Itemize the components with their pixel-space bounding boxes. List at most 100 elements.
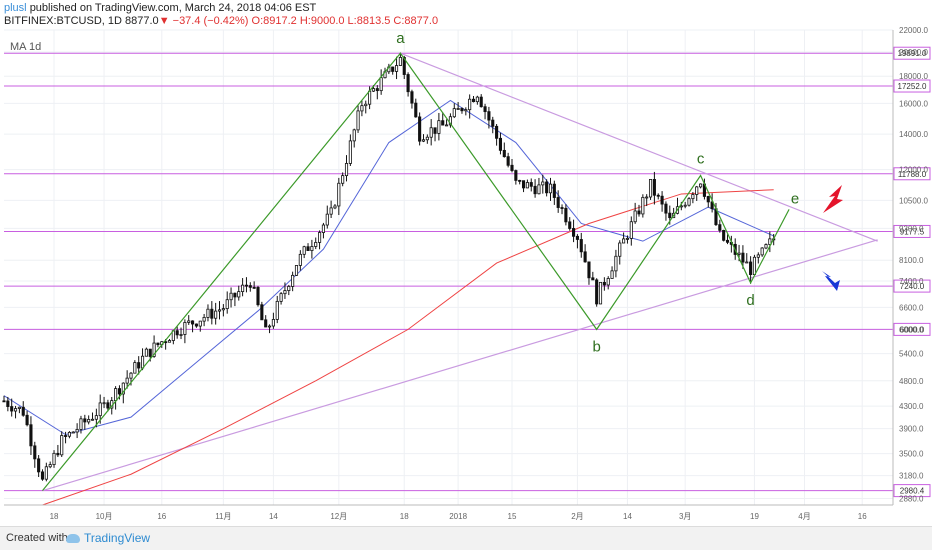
candle-body	[760, 247, 764, 256]
candle-body	[252, 286, 256, 289]
candle-body	[633, 210, 637, 223]
candle-body	[6, 400, 10, 407]
candle-body	[610, 270, 614, 279]
symbol-line: BITFINEX:BTCUSD, 1D 8877.0▼ −37.4 (−0.42…	[4, 15, 894, 28]
candle-body	[437, 120, 441, 134]
candle-body	[33, 445, 37, 460]
candle-body	[598, 281, 603, 305]
candle-body	[460, 108, 464, 112]
time-tick-label: 14	[623, 512, 632, 521]
candle-body	[214, 310, 218, 319]
candle-body	[398, 57, 402, 66]
candle-body	[768, 238, 772, 245]
price-tick-label: 2880.0	[899, 495, 924, 504]
candle-body	[564, 207, 568, 223]
candle-body	[745, 261, 749, 264]
candle-body	[425, 136, 429, 141]
time-tick-label: 16	[858, 512, 867, 521]
candle-body	[117, 388, 122, 395]
candle-body	[441, 120, 445, 126]
candle-body	[21, 406, 25, 416]
candle-body	[348, 140, 352, 164]
publish-line: plusl published on TradingView.com, Marc…	[4, 2, 894, 15]
price-tick-label: 18000.0	[899, 72, 928, 81]
level-badge	[893, 279, 931, 293]
down-arrow-icon	[822, 271, 840, 291]
candle-body	[683, 204, 687, 207]
level-badge	[893, 224, 931, 238]
time-tick-label: 15	[508, 512, 517, 521]
level-badge-label: 19891.0	[898, 49, 927, 58]
candle-body	[321, 224, 325, 233]
price-tick-label: 7400.0	[899, 277, 924, 286]
ma-blue-line	[3, 99, 774, 436]
time-tick-label: 12月	[330, 512, 347, 521]
trendline	[400, 52, 878, 242]
level-badge-label: 9177.5	[900, 227, 925, 236]
candle-body	[114, 388, 118, 401]
candle-body	[429, 127, 433, 138]
candle-body	[737, 252, 741, 255]
candle-body	[483, 106, 487, 113]
tradingview-logo[interactable]: TradingView	[66, 531, 150, 545]
candle-body	[710, 201, 714, 210]
candle-body	[233, 292, 237, 298]
candle-body	[560, 207, 564, 209]
candle-body	[668, 212, 672, 219]
level-badge-label: 6000.0	[900, 325, 925, 334]
candle-body	[602, 281, 606, 286]
candle-body	[90, 418, 95, 421]
candle-body	[206, 308, 210, 318]
price-tick-label: 8100.0	[899, 256, 924, 265]
price-tick-label: 3180.0	[899, 472, 924, 481]
candle-body	[344, 163, 349, 177]
time-tick-label: 18	[50, 512, 59, 521]
candle-body	[287, 286, 291, 291]
candle-body	[360, 105, 364, 112]
level-badge	[893, 322, 931, 336]
candle-body	[506, 156, 510, 166]
candle-body	[325, 213, 329, 226]
candle-body	[306, 246, 310, 251]
price-tick-label: 12000.0	[899, 166, 928, 175]
time-tick-label: 4月	[798, 512, 810, 521]
candle-body	[391, 66, 395, 72]
candle-body	[310, 246, 314, 251]
candle-body	[464, 109, 468, 112]
candle-body	[618, 242, 622, 257]
candle-body	[614, 255, 618, 272]
candle-body	[741, 252, 745, 263]
candle-body	[568, 221, 572, 229]
ma-red-line	[42, 189, 774, 506]
candle-body	[471, 98, 476, 103]
candle-body	[283, 290, 287, 295]
publish-text: published on TradingView.com, March 24, …	[29, 2, 317, 14]
candle-body	[687, 198, 691, 206]
candle-body	[29, 424, 33, 447]
candle-body	[152, 342, 156, 357]
last-price: 8877.0	[125, 15, 159, 27]
candle-body	[691, 194, 695, 200]
candle-body	[87, 419, 91, 423]
wave-label-e: e	[791, 190, 799, 207]
candle-body	[229, 292, 233, 301]
candle-body	[217, 309, 222, 312]
candle-body	[498, 137, 503, 151]
price-chart[interactable]: 19891.0 17252.0 11788.0 9177.5 7240.0 6000.0 2…	[0, 0, 932, 526]
candle-body	[525, 182, 529, 189]
candle-body	[518, 179, 522, 182]
cloud-icon	[66, 534, 80, 544]
trendline	[42, 239, 878, 492]
candle-body	[260, 304, 264, 321]
price-tick-label: 10500.0	[899, 196, 928, 205]
candle-body	[175, 330, 179, 336]
candle-body	[244, 284, 249, 287]
price-tick-label: 3500.0	[899, 450, 924, 459]
candle-body	[368, 90, 372, 105]
candle-body	[475, 96, 479, 103]
author-link[interactable]: plusl	[4, 2, 27, 14]
candle-body	[140, 355, 145, 369]
candle-body	[595, 279, 599, 305]
price-tick-label: 5400.0	[899, 350, 924, 359]
candle-body	[495, 125, 499, 139]
